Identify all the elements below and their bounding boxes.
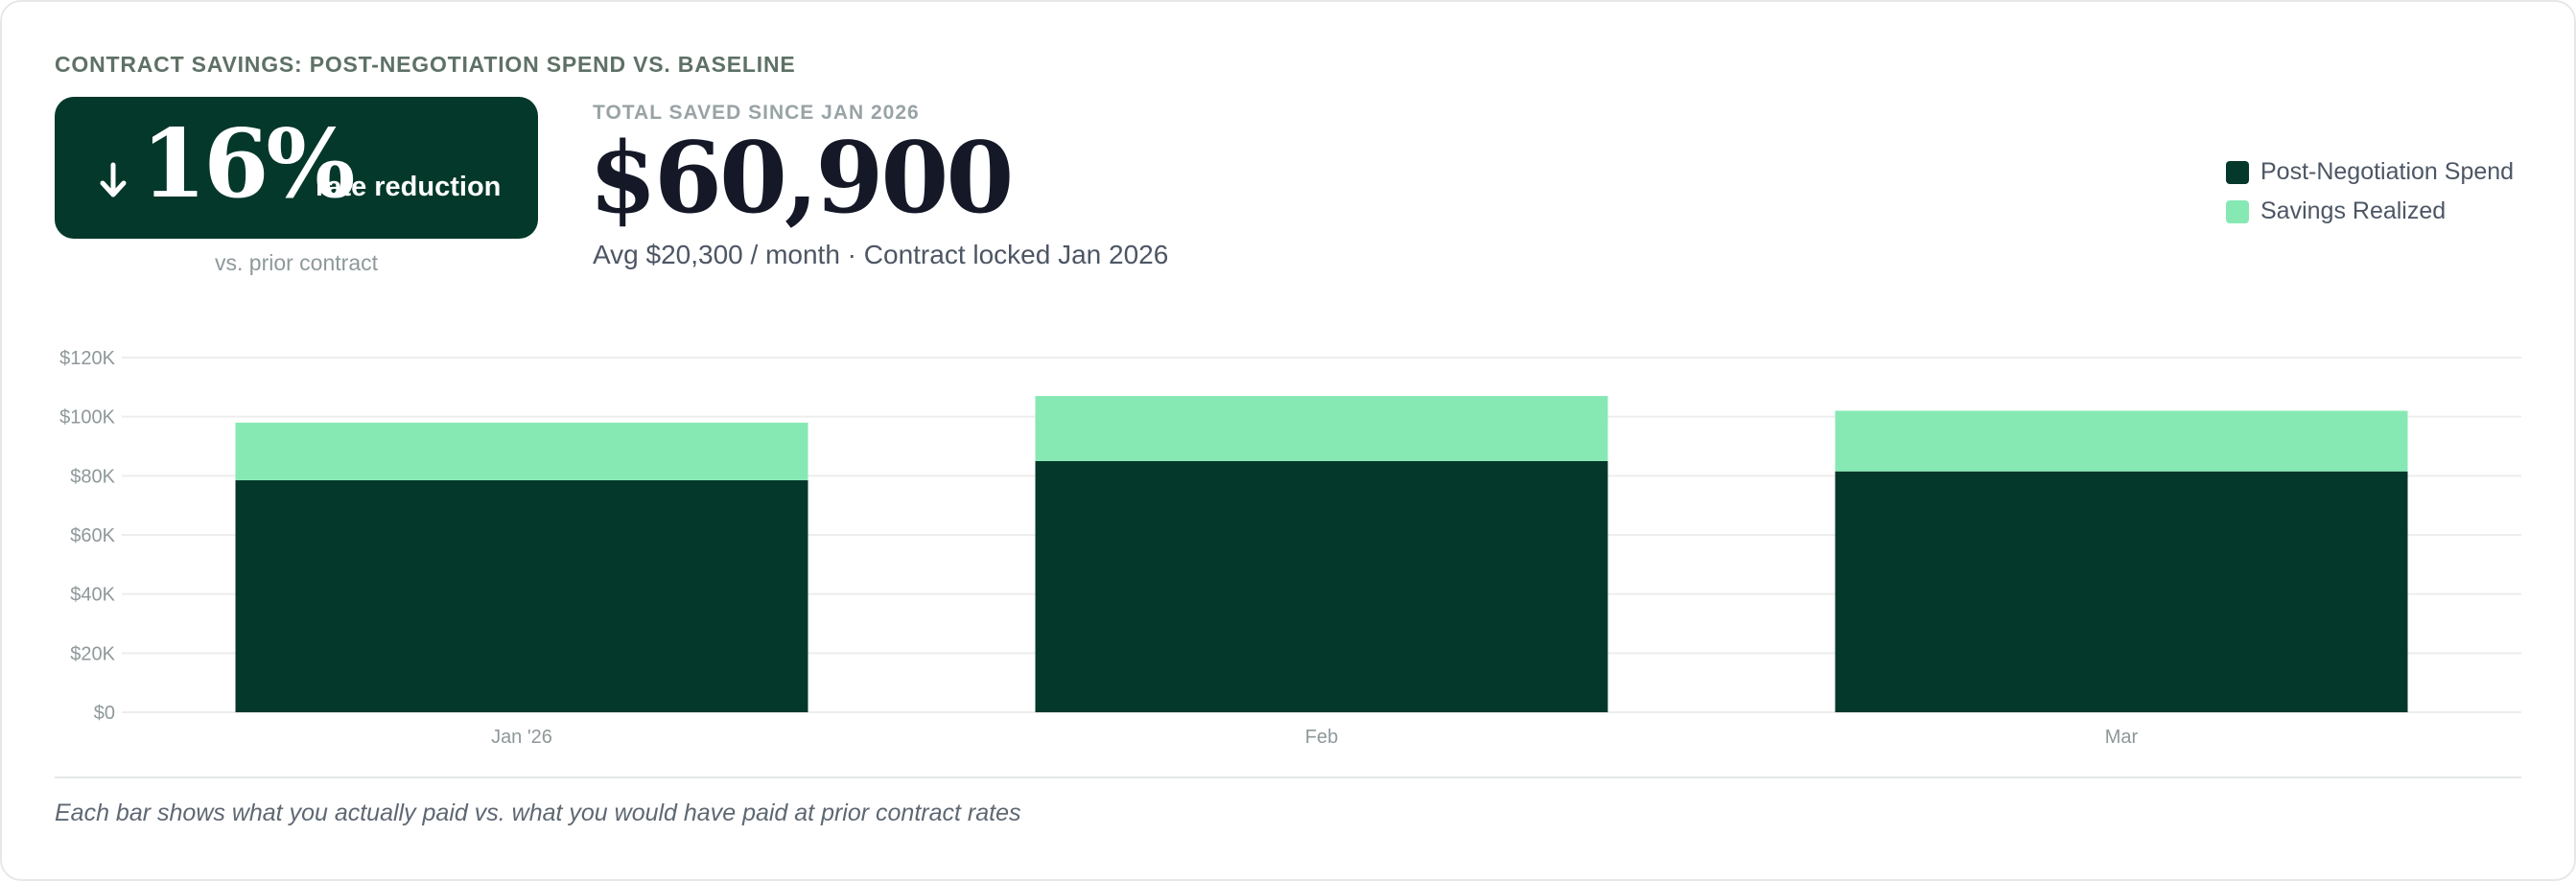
legend-item-savings: Savings Realized: [2226, 192, 2514, 231]
y-tick-label: $40K: [70, 585, 115, 606]
bar-savings-realized: [1035, 396, 1608, 461]
rate-reduction-percent: 16%: [141, 109, 355, 220]
bar-post-negotiation-spend: [1035, 460, 1608, 712]
rate-reduction-label: rate reduction: [316, 172, 502, 202]
card-title: CONTRACT SAVINGS: POST-NEGOTIATION SPEND…: [55, 52, 796, 77]
rate-reduction-subtext: vs. prior contract: [215, 250, 378, 275]
legend-item-post-negotiation: Post-Negotiation Spend: [2226, 152, 2514, 192]
y-tick-label: $0: [94, 703, 115, 724]
y-tick-label: $60K: [70, 525, 115, 546]
y-tick-label: $120K: [59, 348, 115, 369]
legend-label: Post-Negotiation Spend: [2260, 158, 2515, 185]
y-tick-label: $20K: [70, 643, 115, 664]
chart-footnote: Each bar shows what you actually paid vs…: [55, 800, 1021, 826]
bar-post-negotiation-spend: [1835, 471, 2408, 712]
total-saved-subtext: Avg $20,300 / month · Contract locked Ja…: [593, 240, 1169, 269]
rate-reduction-badge: 16% rate reduction: [55, 97, 538, 239]
total-saved-value: $60,900: [589, 121, 1014, 236]
legend-swatch: [2226, 160, 2249, 184]
total-saved-label: TOTAL SAVED SINCE JAN 2026: [593, 102, 920, 124]
bar-savings-realized: [1835, 410, 2408, 472]
stacked-bar-chart: $0 $20K $40K $60K $80K $100K $120K Jan '26 Feb Ma…: [59, 348, 2521, 748]
x-tick-label: Feb: [1305, 727, 1338, 748]
legend-label: Savings Realized: [2260, 197, 2447, 224]
x-tick-label: Mar: [2105, 727, 2139, 748]
chart-legend: Post-Negotiation Spend Savings Realized: [2226, 152, 2514, 231]
bar-post-negotiation-spend: [235, 479, 808, 712]
y-tick-label: $100K: [59, 407, 115, 429]
y-tick-label: $80K: [70, 466, 115, 487]
bar-savings-realized: [235, 422, 808, 480]
x-tick-label: Jan '26: [491, 727, 552, 748]
footer-divider: [55, 777, 2521, 778]
legend-swatch: [2226, 199, 2249, 223]
arrow-down-icon: [100, 162, 127, 197]
